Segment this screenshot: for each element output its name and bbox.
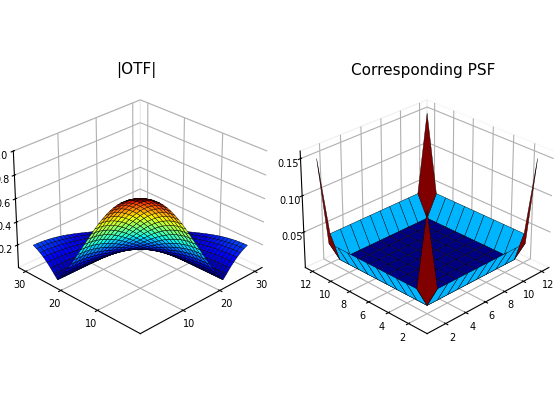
Title: |OTF|: |OTF|	[116, 62, 157, 78]
Title: Corresponding PSF: Corresponding PSF	[351, 63, 496, 78]
